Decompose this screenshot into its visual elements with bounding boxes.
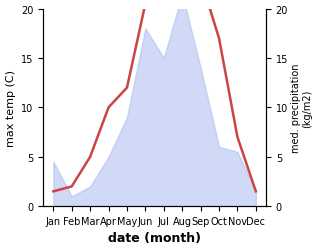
Y-axis label: max temp (C): max temp (C) (5, 70, 16, 146)
Y-axis label: med. precipitation
(kg/m2): med. precipitation (kg/m2) (291, 63, 313, 152)
X-axis label: date (month): date (month) (108, 232, 201, 244)
